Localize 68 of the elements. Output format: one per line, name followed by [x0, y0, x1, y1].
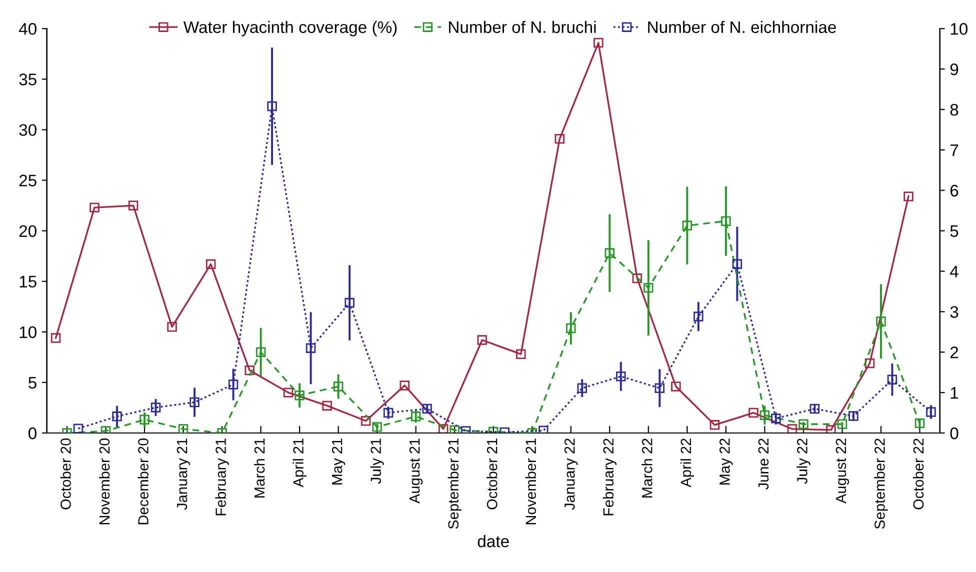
y2-tick-label: 0: [950, 427, 958, 440]
x-tick-label: July 21: [370, 438, 384, 484]
y-tick-label: 10: [20, 326, 36, 338]
y2-tick-label: 7: [950, 144, 958, 156]
x-tick-label: February 21: [215, 438, 229, 516]
point: [477, 335, 487, 345]
y-tick-label: 0: [28, 427, 36, 440]
x-tick-label: October 21: [486, 438, 498, 510]
point: [283, 388, 294, 398]
x-axis-title: date: [478, 535, 509, 548]
y-tick-label: 5: [28, 377, 36, 389]
point: [167, 322, 177, 332]
x-tick-label: October 22: [912, 438, 924, 510]
y2-tick-label: 10: [950, 23, 968, 35]
x-tick-label: August 22: [836, 438, 850, 504]
point: [710, 420, 720, 430]
x-tick-label: April 21: [292, 438, 306, 488]
legend-label: Number of N. bruchi: [449, 20, 596, 34]
legend-label: Number of N. eichhorniae: [648, 20, 836, 34]
x-tick-label: January 21: [176, 438, 190, 510]
point: [244, 365, 254, 376]
point: [322, 400, 332, 411]
point: [90, 202, 100, 212]
point: [400, 380, 410, 390]
point: [632, 273, 642, 284]
point: [748, 408, 758, 418]
y-tick-label: 35: [19, 74, 36, 86]
y2-tick-label: 1: [950, 387, 958, 399]
point: [206, 259, 216, 270]
y2-tick-label: 2: [950, 346, 958, 358]
x-tick-label: March 21: [254, 438, 265, 498]
y2-tick-label: 5: [950, 225, 958, 238]
y-tick-label: 15: [20, 276, 36, 288]
point: [594, 38, 604, 48]
x-tick-label: March 22: [642, 438, 652, 498]
point: [50, 333, 61, 343]
point: [826, 425, 836, 434]
point: [128, 200, 138, 210]
y-tick-label: 20: [19, 225, 36, 238]
y-tick-label: 25: [19, 174, 36, 186]
x-tick-label: September 21: [448, 438, 462, 529]
y2-tick-label: 4: [950, 266, 958, 278]
x-tick-label: December 20: [138, 438, 148, 524]
point: [516, 349, 526, 360]
x-tick-label: November 20: [98, 438, 110, 524]
x-tick-label: October 20: [60, 438, 71, 510]
x-tick-label: June 22: [758, 438, 769, 490]
point: [864, 358, 875, 368]
y-tick-label: 40: [18, 23, 36, 35]
y2-tick-label: 6: [950, 184, 958, 197]
x-tick-label: May 21: [332, 438, 346, 484]
y2-tick-label: 8: [950, 104, 958, 116]
y2-tick-label: 3: [950, 306, 958, 318]
point: [360, 416, 371, 426]
x-tick-label: September 22: [874, 438, 888, 529]
point: [671, 382, 681, 392]
x-tick-label: April 22: [680, 438, 694, 488]
x-tick-label: May 22: [720, 438, 733, 484]
x-tick-label: January 22: [564, 438, 578, 510]
y-tick-label: 30: [19, 124, 36, 136]
x-tick-label: February 22: [602, 438, 616, 516]
point: [554, 134, 565, 144]
point: [904, 192, 914, 202]
legend-label: Water hyacinth coverage (%): [183, 20, 397, 36]
y2-tick-label: 9: [950, 63, 958, 76]
x-tick-label: August 21: [409, 438, 423, 504]
x-tick-label: July 22: [796, 438, 810, 484]
x-tick-label: November 21: [525, 438, 536, 524]
